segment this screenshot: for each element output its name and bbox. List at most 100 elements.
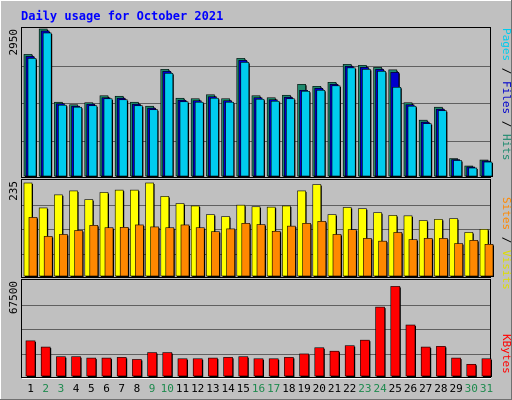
sites-bar	[271, 230, 282, 277]
kbytes-bar	[451, 357, 462, 377]
kbytes-bar	[344, 345, 356, 377]
legend-hits: Hits	[500, 134, 512, 161]
pages-bar	[134, 105, 144, 177]
day-label: 7	[118, 382, 125, 395]
day-label: 24	[373, 382, 387, 395]
kbytes-bar	[466, 363, 477, 377]
sites-bar	[241, 223, 251, 277]
pages-bar	[362, 69, 372, 177]
kbytes-bar	[177, 358, 188, 377]
day-label: 13	[206, 382, 219, 395]
day-label: 11	[176, 382, 189, 395]
pages-bar	[179, 101, 189, 177]
pages-bar	[42, 32, 53, 178]
pages-bar	[255, 98, 265, 177]
day-label: 22	[343, 382, 356, 395]
legend-sites: Sites	[500, 197, 512, 230]
kbytes-bar	[314, 347, 325, 377]
sites-bar	[89, 225, 99, 277]
sites-bar	[317, 221, 327, 277]
pages-bar	[88, 105, 98, 177]
kbytes-bar	[192, 358, 204, 377]
pages-bar	[164, 73, 174, 177]
pages-bar	[240, 62, 250, 177]
pages-bar	[270, 100, 281, 177]
day-label: 6	[103, 382, 110, 395]
sites-bar	[135, 224, 145, 277]
sites-bar	[439, 238, 449, 277]
sites-bar	[165, 227, 175, 277]
sites-bar	[256, 224, 266, 277]
pages-bar	[422, 123, 433, 177]
day-label: 5	[88, 382, 95, 395]
sites-bar	[332, 234, 342, 277]
day-label: 15	[237, 382, 250, 395]
kbytes-bar	[238, 356, 249, 377]
kbytes-bar	[420, 346, 432, 377]
pages-bar	[438, 110, 448, 177]
pages-bar	[118, 99, 129, 177]
pages-bar	[286, 98, 296, 177]
kbytes-bar	[56, 356, 67, 377]
pages-bar	[453, 160, 463, 177]
sites-bar	[287, 225, 297, 277]
pages-bar	[346, 67, 357, 177]
legend-files: Files	[500, 81, 512, 114]
legend-sites-visits: Sites / Visits	[500, 197, 512, 290]
day-label: 17	[267, 382, 280, 395]
kbytes-bar	[101, 357, 112, 377]
kbytes-bar	[71, 356, 82, 377]
legend-sep: /	[500, 114, 512, 134]
sites-bar	[211, 231, 221, 277]
day-label: 1	[27, 382, 34, 395]
day-label: 30	[465, 382, 478, 395]
sites-bar	[363, 238, 373, 277]
day-label: 14	[221, 382, 235, 395]
sites-bar	[484, 244, 494, 277]
pages-bar	[468, 167, 478, 177]
graph-title: Daily usage for October 2021	[21, 9, 223, 23]
legend-sep: /	[500, 230, 512, 250]
sites-bar	[347, 229, 358, 277]
sites-bar	[393, 232, 403, 277]
pages-bar	[27, 58, 37, 177]
sites-bar	[302, 223, 312, 277]
pages-bar	[483, 161, 493, 177]
kbytes-bar	[375, 306, 386, 377]
day-label: 12	[191, 382, 204, 395]
day-label: 21	[328, 382, 341, 395]
sites-bar	[119, 227, 130, 277]
kbytes-bar	[132, 359, 143, 377]
kbytes-bar	[360, 339, 371, 377]
kbytes-bar	[208, 357, 219, 377]
pages-bar	[58, 104, 68, 177]
day-label: 31	[480, 382, 493, 395]
kbytes-bar	[147, 352, 158, 377]
kbytes-bar	[25, 340, 36, 377]
legend-kbytes-label: KBytes	[500, 334, 512, 374]
pages-bar	[103, 98, 113, 177]
kbytes-bar	[253, 358, 264, 377]
kbytes-bar	[162, 352, 173, 377]
kbytes-bar	[299, 353, 310, 377]
sites-bar	[408, 239, 418, 277]
kbytes-bar	[405, 324, 416, 377]
sites-bar	[469, 240, 479, 277]
visits-ymax-label: 235	[7, 181, 20, 201]
day-label: 19	[297, 382, 310, 395]
sites-bar	[180, 224, 190, 277]
day-label: 23	[358, 382, 371, 395]
legend-pages-files-hits: Pages / Files / Hits	[500, 28, 512, 161]
sites-bar	[378, 240, 388, 277]
sites-bar	[150, 226, 160, 277]
legend-sep: /	[500, 61, 512, 81]
kbytes-bar	[284, 357, 295, 377]
kbytes-bar	[116, 357, 128, 377]
kbytes-bar	[436, 346, 447, 377]
sites-bar	[195, 227, 206, 277]
legend-pages: Pages	[500, 28, 512, 61]
sites-bar	[74, 230, 84, 277]
pages-bar	[194, 101, 205, 177]
day-label: 9	[149, 382, 156, 395]
